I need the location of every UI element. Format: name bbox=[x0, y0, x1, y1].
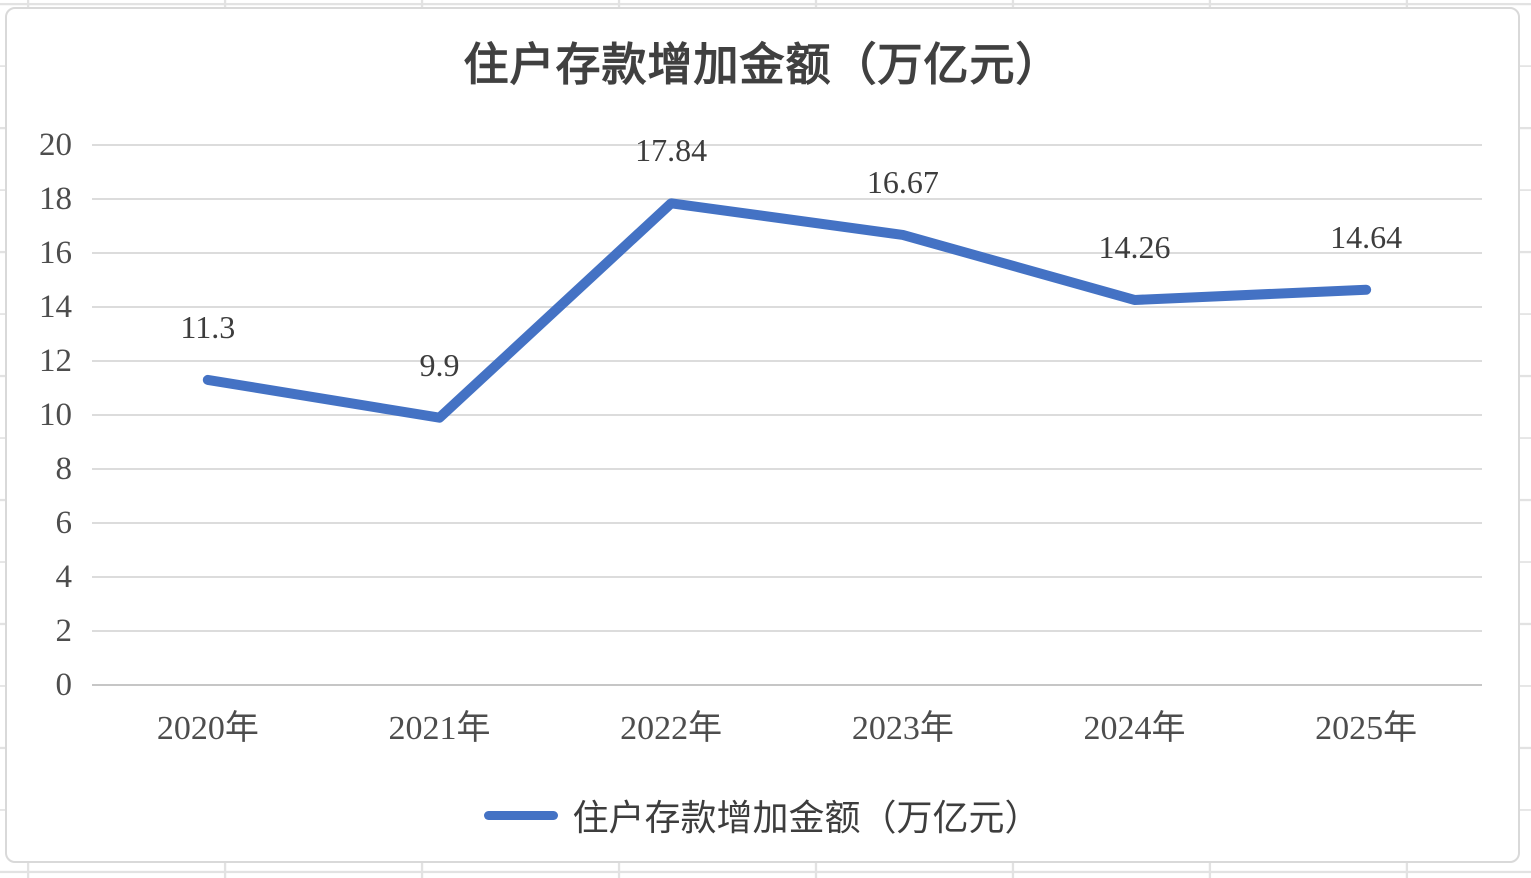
x-tick-label: 2025年 bbox=[1315, 710, 1418, 747]
y-tick-label: 6 bbox=[55, 505, 73, 541]
legend: 住户存款增加金额（万亿元） bbox=[5, 792, 1520, 838]
data-label: 14.26 bbox=[1098, 228, 1171, 265]
data-label: 14.64 bbox=[1330, 218, 1403, 255]
x-tick-label: 2021年 bbox=[388, 710, 491, 747]
y-tick-label: 4 bbox=[55, 559, 73, 595]
legend-label: 住户存款增加金额（万亿元） bbox=[572, 798, 1041, 838]
y-tick-label: 16 bbox=[39, 235, 72, 271]
y-tick-label: 20 bbox=[39, 127, 72, 163]
y-tick-label: 0 bbox=[55, 667, 73, 703]
y-tick-label: 8 bbox=[55, 451, 73, 487]
data-label: 11.3 bbox=[180, 308, 236, 345]
legend-line-swatch bbox=[484, 810, 559, 820]
y-tick-label: 12 bbox=[39, 343, 72, 379]
chart-card[interactable] bbox=[5, 7, 1520, 863]
y-tick-label: 2 bbox=[55, 613, 73, 649]
y-tick-label: 18 bbox=[39, 181, 72, 217]
data-label: 16.67 bbox=[866, 163, 939, 200]
x-tick-label: 2023年 bbox=[851, 710, 954, 747]
y-tick-label: 14 bbox=[39, 289, 72, 325]
x-tick-label: 2020年 bbox=[156, 710, 259, 747]
x-tick-label: 2022年 bbox=[620, 710, 723, 747]
x-tick-label: 2024年 bbox=[1083, 710, 1186, 747]
y-tick-label: 10 bbox=[39, 397, 72, 433]
chart-title: 住户存款增加金额（万亿元） bbox=[463, 40, 1062, 90]
data-label: 9.9 bbox=[419, 346, 460, 383]
data-label: 17.84 bbox=[635, 132, 708, 169]
